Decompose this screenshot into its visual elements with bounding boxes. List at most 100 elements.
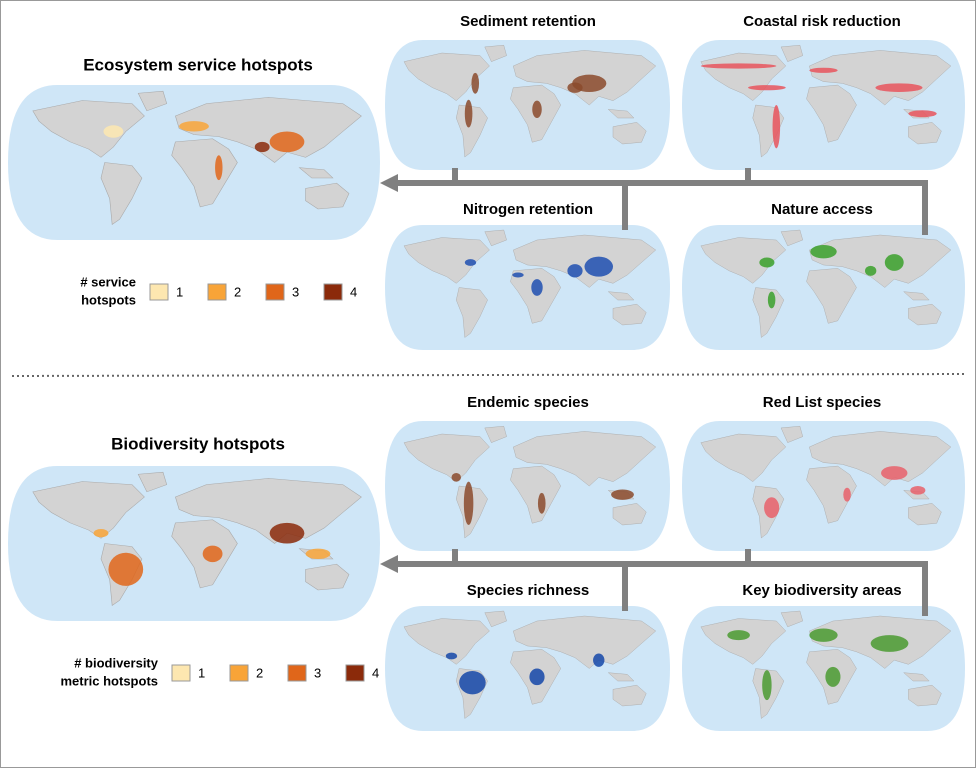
- hotspot-area: [865, 265, 877, 276]
- legend-label: 4: [372, 665, 379, 680]
- arrowhead: [380, 174, 398, 192]
- hotspot-area: [215, 155, 223, 181]
- hotspot-area: [884, 254, 904, 271]
- arrowhead: [380, 555, 398, 573]
- legend-label: 1: [198, 665, 205, 680]
- hotspot-area: [202, 545, 223, 563]
- hotspot-area: [764, 497, 780, 519]
- hotspot-area: [305, 548, 331, 559]
- hotspot-area: [767, 291, 776, 309]
- hotspot-area: [875, 83, 923, 92]
- hotspot-area: [464, 99, 473, 128]
- hotspot-map: [8, 466, 380, 621]
- legend-label: 4: [350, 284, 357, 299]
- panel: Biodiversity hotspots # biodiversity metri…: [8, 394, 965, 731]
- hotspot-area: [910, 486, 926, 495]
- world-base: [8, 466, 380, 621]
- hotspot-area: [254, 141, 270, 153]
- world-base: [385, 421, 670, 551]
- legend-swatch: [265, 283, 285, 301]
- legend-swatch: [323, 283, 343, 301]
- map-title: Sediment retention: [460, 13, 596, 30]
- hotspot-area: [532, 100, 542, 118]
- map-title: Species richness: [467, 582, 590, 599]
- hotspot-area: [567, 264, 583, 278]
- world-base: [385, 225, 670, 350]
- world-base: [385, 40, 670, 170]
- hotspot-area: [908, 110, 937, 118]
- hotspot-area: [445, 652, 458, 660]
- connector: [452, 168, 751, 230]
- component-map: [682, 421, 965, 551]
- component-map: [682, 225, 965, 350]
- legend-title: hotspots: [81, 292, 136, 307]
- hotspot-area: [103, 125, 124, 138]
- map-title: Key biodiversity areas: [742, 582, 901, 599]
- hotspot-area: [179, 121, 209, 132]
- hotspot-area: [593, 653, 605, 667]
- connector: [452, 549, 751, 611]
- hotspot-area: [531, 279, 543, 296]
- hotspot-area: [843, 487, 851, 502]
- hotspot-area: [463, 481, 474, 525]
- hotspot-area: [464, 259, 477, 266]
- map-title: Coastal risk reduction: [743, 13, 901, 30]
- world-base: [682, 606, 965, 731]
- component-map: [385, 421, 670, 551]
- legend-title: metric hotspots: [60, 673, 158, 688]
- connector: [395, 561, 928, 616]
- component-map: [385, 40, 670, 170]
- hotspot-area: [825, 666, 841, 687]
- component-map: [682, 606, 965, 731]
- hotspot-area: [529, 668, 545, 686]
- component-map: [682, 40, 965, 170]
- world-base: [682, 40, 965, 170]
- hotspot-area: [471, 72, 480, 94]
- map-title: Endemic species: [467, 394, 589, 411]
- component-map: [385, 606, 670, 731]
- hotspot-area: [748, 85, 786, 91]
- legend-title: # service: [80, 274, 136, 289]
- legend-swatch: [207, 283, 227, 301]
- map-title: Nature access: [771, 201, 873, 218]
- world-base: [385, 606, 670, 731]
- hotspot-area: [809, 67, 838, 73]
- hotspot-area: [611, 489, 634, 500]
- component-map: [385, 225, 670, 350]
- hotspot-area: [809, 628, 838, 642]
- legend-swatch: [229, 664, 249, 682]
- world-base: [682, 421, 965, 551]
- hotspot-area: [810, 245, 837, 259]
- world-base: [8, 85, 380, 240]
- map-title: Red List species: [763, 394, 881, 411]
- hotspot-area: [567, 82, 583, 93]
- legend-label: 3: [314, 665, 321, 680]
- hotspot-area: [108, 552, 144, 586]
- hotspot-map: [8, 85, 380, 240]
- panel-title: Ecosystem service hotspots: [83, 55, 313, 74]
- legend-title: # biodiversity: [74, 655, 159, 670]
- hotspot-area: [512, 272, 524, 278]
- divider: [11, 373, 965, 377]
- legend-swatch: [287, 664, 307, 682]
- hotspot-area: [762, 670, 772, 701]
- panel-title: Biodiversity hotspots: [111, 434, 285, 453]
- legend-swatch: [171, 664, 191, 682]
- hotspot-area: [700, 63, 777, 69]
- map-title: Nitrogen retention: [463, 201, 593, 218]
- hotspot-area: [459, 671, 486, 695]
- hotspot-area: [584, 256, 613, 277]
- hotspot-area: [759, 257, 775, 268]
- panel: Ecosystem service hotspots # service hotsp…: [8, 13, 965, 350]
- legend-label: 3: [292, 284, 299, 299]
- legend-label: 2: [234, 284, 241, 299]
- hotspot-area: [269, 522, 305, 544]
- hotspot-area: [881, 466, 908, 480]
- hotspot-area: [537, 492, 546, 514]
- legend-label: 2: [256, 665, 263, 680]
- hotspot-area: [772, 105, 781, 149]
- hotspot-area: [93, 529, 109, 538]
- hotspot-area: [727, 630, 750, 641]
- connector: [395, 180, 928, 235]
